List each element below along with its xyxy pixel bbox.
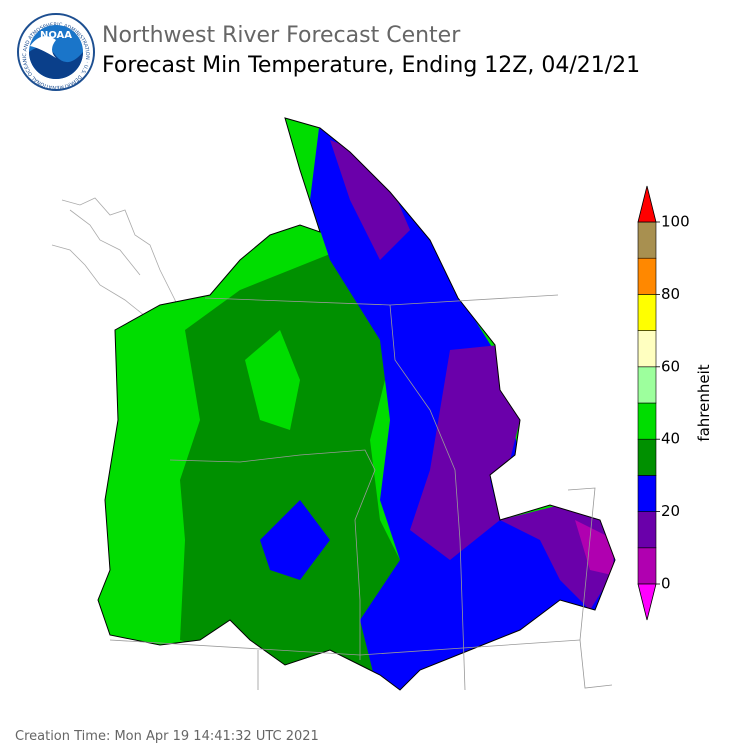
colorbar-under — [637, 583, 657, 621]
colorbar-bin — [637, 221, 657, 259]
colorbar-bin — [637, 438, 657, 476]
colorbar-tick-label: 60 — [661, 357, 680, 375]
basin-outline — [97, 117, 616, 691]
colorbar-tick-label: 40 — [661, 430, 680, 448]
colorbar-bin — [637, 402, 657, 440]
colorbar-tick-label: 100 — [661, 213, 690, 231]
temperature-field — [98, 118, 615, 690]
noaa-logo: NATIONAL OCEANIC AND ATMOSPHERIC ADMINIS… — [0, 0, 95, 91]
colorbar-bin — [637, 547, 657, 585]
colorbar-bin — [637, 257, 657, 295]
colorbar-bin — [637, 294, 657, 331]
colorbar-tick-label: 0 — [661, 575, 671, 593]
creation-time: Creation Time: Mon Apr 19 14:41:32 UTC 2… — [15, 729, 319, 744]
colorbar: 0 20 40 60 80 100 — [637, 185, 690, 621]
title: Northwest River Forecast Center — [102, 23, 461, 48]
colorbar-bin — [637, 330, 657, 368]
colorbar-tick-label: 20 — [661, 502, 680, 520]
state-borders — [109, 294, 613, 691]
logo-text: NOAA — [40, 30, 72, 41]
colorbar-bin — [637, 511, 657, 549]
colorbar-over — [637, 185, 657, 223]
colorbar-tick-label: 80 — [661, 285, 680, 303]
subtitle: Forecast Min Temperature, Ending 12Z, 04… — [102, 53, 640, 78]
colorbar-bin — [637, 366, 657, 404]
colorbar-label: fahrenheit — [695, 364, 713, 441]
colorbar-bin — [637, 475, 657, 512]
